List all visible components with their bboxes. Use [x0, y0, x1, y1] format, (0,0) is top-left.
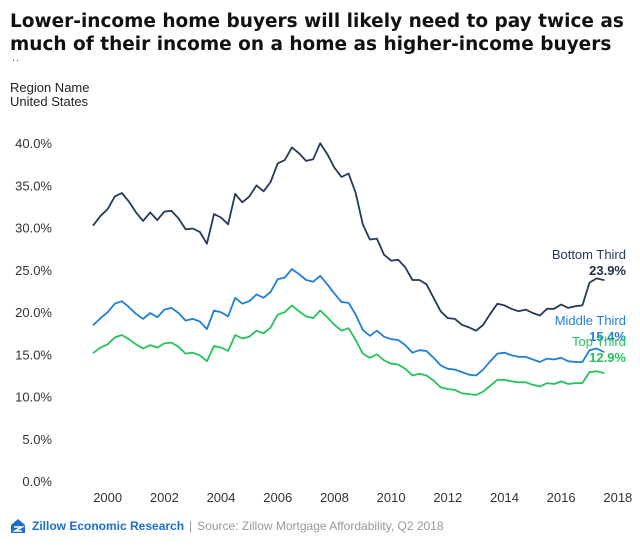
chart-title: Lower-income home buyers will likely nee… — [10, 11, 624, 55]
series-end-value: 12.9% — [589, 350, 626, 365]
y-tick-label: 10.0% — [15, 390, 52, 405]
y-tick-label: 40.0% — [15, 136, 52, 151]
x-tick-label: 2004 — [207, 490, 236, 505]
x-axis: 2000 2002 2004 2006 2008 2010 2012 2014 2016 2018 — [93, 490, 632, 505]
y-tick-label: 30.0% — [15, 221, 52, 236]
footer-separator: | — [189, 519, 193, 533]
x-tick-label: 2002 — [150, 490, 179, 505]
x-tick-label: 2000 — [93, 490, 122, 505]
series-line-top-third[interactable] — [92, 304, 605, 396]
y-tick-label: 0.0% — [22, 474, 52, 489]
footer-brand[interactable]: Zillow Economic Research — [32, 519, 185, 533]
series-line-middle-third[interactable] — [92, 268, 605, 377]
x-tick-label: 2016 — [547, 490, 576, 505]
filter-value[interactable]: United States — [10, 94, 89, 109]
series-name-label: Middle Third — [555, 313, 626, 328]
x-tick-label: 2006 — [263, 490, 292, 505]
zillow-logo-icon — [11, 519, 26, 533]
y-axis: 0.0% 5.0% 10.0% 15.0% 20.0% 25.0% 30.0% 35.0% 40… — [15, 136, 52, 489]
y-tick-label: 5.0% — [22, 432, 52, 447]
footer-source: Source: Zillow Mortgage Affordability, Q… — [197, 519, 444, 533]
footer: Zillow Economic Research | Source: Zillo… — [10, 518, 444, 534]
y-tick-label: 25.0% — [15, 263, 52, 278]
series-name-label: Bottom Third — [552, 247, 626, 262]
x-tick-label: 2012 — [433, 490, 462, 505]
series-line-bottom-third[interactable] — [92, 142, 605, 332]
y-tick-label: 15.0% — [15, 347, 52, 362]
x-tick-label: 2008 — [320, 490, 349, 505]
filter-label: Region Name — [10, 80, 90, 95]
x-tick-label: 2018 — [603, 490, 632, 505]
series-lines — [92, 142, 605, 396]
x-tick-label: 2014 — [490, 490, 519, 505]
series-end-value: 23.9% — [589, 263, 626, 278]
series-name-label: Top Third — [572, 334, 626, 349]
series-end-value: 15.4% — [589, 329, 626, 344]
title-ellipsis: .. — [12, 54, 20, 64]
y-tick-label: 20.0% — [15, 305, 52, 320]
x-tick-label: 2010 — [377, 490, 406, 505]
y-tick-label: 35.0% — [15, 178, 52, 193]
